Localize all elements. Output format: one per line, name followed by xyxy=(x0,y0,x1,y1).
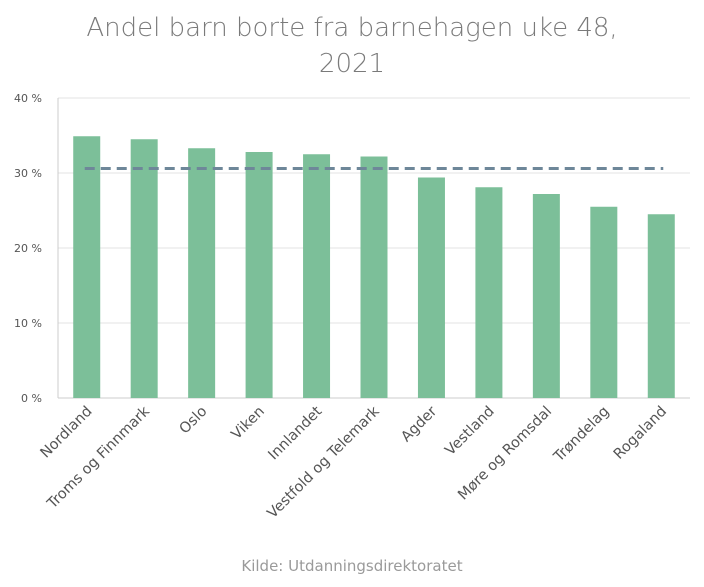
y-tick-label: 40 % xyxy=(14,92,42,105)
bar-6 xyxy=(417,177,445,398)
x-tick-label: Oslo xyxy=(177,403,211,437)
x-tick-label: Nordland xyxy=(38,404,96,462)
x-tick-label: Agder xyxy=(398,403,440,445)
x-tick-label: Innlandet xyxy=(266,403,326,463)
bar-4 xyxy=(303,154,331,398)
bar-3 xyxy=(245,152,273,398)
y-tick-label: 10 % xyxy=(14,317,42,330)
bar-7 xyxy=(475,187,503,398)
x-tick-label: Viken xyxy=(229,404,268,443)
chart-title-line-2: 2021 xyxy=(318,49,386,79)
y-tick-label: 0 % xyxy=(21,392,42,405)
bar-5 xyxy=(360,156,388,398)
x-tick-label: Rogaland xyxy=(611,404,670,463)
bar-8 xyxy=(532,194,560,398)
bar-10 xyxy=(647,214,675,398)
chart-title-line-1: Andel barn borte fra barnehagen uke 48, xyxy=(86,13,618,43)
y-tick-label: 20 % xyxy=(14,242,42,255)
bar-0 xyxy=(73,136,101,398)
source-note: Kilde: Utdanningsdirektoratet xyxy=(241,557,463,575)
bar-9 xyxy=(590,206,618,398)
x-tick-label: Vestfold og Telemark xyxy=(265,403,384,522)
chart-title: Andel barn borte fra barnehagen uke 48, … xyxy=(0,10,704,82)
x-tick-label: Troms og Finnmark xyxy=(44,403,154,513)
x-tick-label: Vestland xyxy=(442,404,497,459)
bar-1 xyxy=(130,139,158,398)
bar-2 xyxy=(188,148,216,398)
y-tick-label: 30 % xyxy=(14,167,42,180)
x-tick-label: Trøndelag xyxy=(550,404,612,466)
